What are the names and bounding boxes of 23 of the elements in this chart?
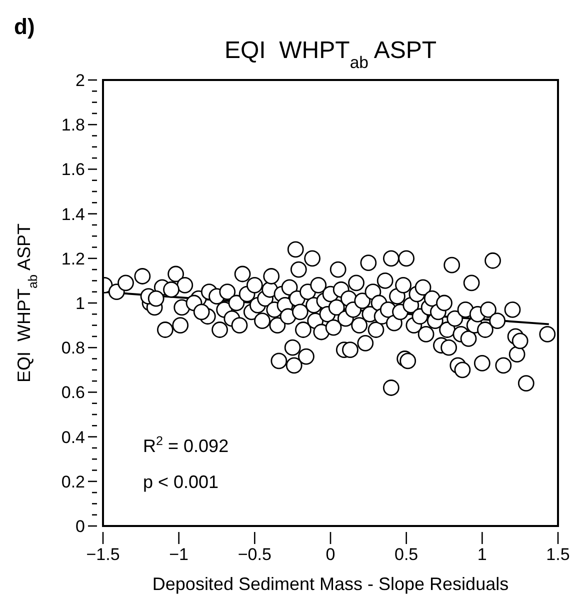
annotation: p < 0.001 [143, 472, 219, 492]
x-axis-title: Deposited Sediment Mass - Slope Residuals [152, 574, 509, 594]
chart-title: EQI WHPT$_{ab}$ ASPT [224, 37, 437, 72]
x-tick-label: −1.5 [86, 545, 120, 564]
y-tick-label: 1.8 [61, 116, 85, 135]
text: d) [14, 14, 35, 39]
y-tick-label: 1.2 [61, 249, 85, 268]
x-tick-label: −1 [169, 545, 189, 564]
x-tick-label: 1 [477, 545, 487, 564]
x-tick-label: 0 [326, 545, 336, 564]
x-tick-label: 1.5 [546, 545, 570, 564]
y-tick-label: 0.6 [61, 383, 85, 402]
y-tick-label: 1 [76, 294, 85, 313]
y-tick-label: 1.4 [61, 204, 85, 224]
x-tick-label: 0.5 [394, 545, 418, 564]
y-tick-label: 0.4 [61, 428, 85, 447]
x-tick-label: −0.5 [238, 545, 272, 564]
y-tick-label: 0.8 [61, 338, 85, 358]
y-tick-label: 2 [76, 70, 85, 90]
y-tick-label: 0.2 [61, 472, 85, 492]
y-tick-label: 0 [76, 516, 85, 536]
y-tick-label: 1.6 [61, 160, 85, 180]
annotation: R$^{2}$ = 0.092 [143, 434, 229, 456]
